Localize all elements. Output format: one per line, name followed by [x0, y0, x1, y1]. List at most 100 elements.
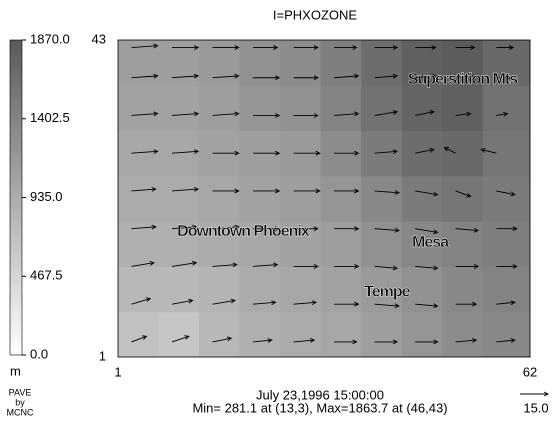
- wind-vector: [455, 73, 474, 79]
- wind-vector: [131, 297, 152, 305]
- wind-vector: [415, 228, 439, 235]
- field-cell: [361, 85, 403, 132]
- plot-frame: [117, 39, 531, 358]
- wind-vector: [253, 262, 279, 268]
- wind-vector: [293, 300, 318, 306]
- wind-vector: [131, 260, 155, 267]
- wind-vector: [172, 45, 200, 50]
- field-cell: [199, 85, 241, 132]
- wind-vector: [171, 224, 198, 230]
- field-cell: [158, 175, 200, 222]
- wind-vector: [212, 336, 233, 343]
- wind-vector: [443, 147, 456, 154]
- wind-vector: [374, 339, 399, 345]
- field-cell: [280, 85, 322, 132]
- wind-vector: [334, 73, 360, 79]
- x-tick-label: 62: [523, 364, 537, 379]
- vector-scale-label: 15.0: [523, 400, 548, 415]
- wind-vector: [496, 300, 516, 306]
- wind-vector: [415, 73, 437, 79]
- wind-vector: [455, 264, 480, 269]
- wind-vector: [131, 224, 157, 230]
- wind-vector: [496, 75, 513, 81]
- field-cell: [320, 311, 362, 358]
- footer: July 23,1996 15:00:00: [256, 387, 384, 402]
- field-cell: [401, 311, 443, 358]
- field-cell: [158, 40, 200, 86]
- wind-vector: [480, 148, 497, 154]
- field-cell: [199, 221, 241, 267]
- wind-vector: [455, 337, 478, 343]
- field-cell: [482, 85, 531, 132]
- wind-vector: [171, 298, 194, 305]
- wind-vector: [131, 73, 159, 79]
- wind-vector: [293, 75, 319, 81]
- place-label: Downtown Phoenix: [177, 223, 310, 240]
- wind-vector: [415, 303, 439, 309]
- wind-vector: [374, 45, 399, 50]
- wind-vector: [334, 264, 360, 269]
- wind-vector: [455, 111, 472, 117]
- wind-vector: [415, 265, 439, 271]
- field-cell: [158, 85, 200, 132]
- wind-vector: [172, 111, 200, 117]
- wind-vector: [131, 43, 159, 49]
- wind-vector: [212, 188, 240, 194]
- field-cell: [239, 40, 281, 86]
- field-cell: [442, 221, 484, 267]
- field-cell: [482, 221, 531, 267]
- field-cell: [118, 175, 160, 222]
- wind-vector: [334, 301, 360, 307]
- field-cell: [442, 85, 484, 132]
- wind-vector: [253, 75, 281, 81]
- field-cell: [401, 221, 443, 267]
- field-cell: [320, 221, 362, 267]
- wind-vector: [455, 301, 478, 307]
- wind-vector: [415, 45, 437, 50]
- field-cell: [442, 175, 484, 222]
- field-cell: [118, 311, 160, 358]
- wind-vector: [293, 226, 319, 232]
- wind-vector: [415, 190, 439, 197]
- wind-vector: [334, 111, 360, 117]
- credit: PAVE: [9, 387, 32, 397]
- field-cell: [239, 311, 281, 358]
- wind-vector: [415, 147, 435, 154]
- field-cell: [199, 175, 241, 222]
- field-cell: [401, 85, 443, 132]
- field-cell: [118, 85, 160, 132]
- wind-vector: [253, 300, 277, 306]
- wind-vector: [131, 149, 159, 155]
- wind-vector: [496, 190, 516, 197]
- field-cell: [401, 175, 443, 222]
- field-cell: [199, 40, 241, 86]
- colorbar: [9, 39, 23, 356]
- y-tick-label: 1: [99, 348, 106, 363]
- wind-vector: [253, 226, 281, 232]
- credit: by: [15, 397, 25, 407]
- wind-vector: [253, 150, 281, 156]
- wind-vector: [374, 265, 399, 271]
- field-cell: [199, 266, 241, 313]
- chart-title: I=PHXOZONE: [273, 7, 357, 22]
- wind-vector: [374, 73, 399, 79]
- wind-vector: [293, 150, 321, 156]
- wind-vector: [374, 149, 399, 155]
- field-cell: [320, 85, 362, 132]
- field-cell: [482, 130, 531, 177]
- place-label: Superstition Mts: [408, 71, 518, 88]
- wind-vector: [496, 264, 518, 269]
- field-cell: [442, 130, 484, 177]
- x-tick-label: 1: [114, 364, 121, 379]
- wind-vector: [212, 111, 240, 117]
- colorbar-tick-label: 0.0: [30, 346, 48, 361]
- wind-vector: [334, 45, 358, 50]
- field-cell: [320, 175, 362, 222]
- wind-vector: [496, 226, 518, 232]
- field-cell: [482, 175, 531, 222]
- wind-vector: [253, 188, 281, 194]
- wind-vector: [455, 227, 480, 233]
- field-cell: [361, 311, 403, 358]
